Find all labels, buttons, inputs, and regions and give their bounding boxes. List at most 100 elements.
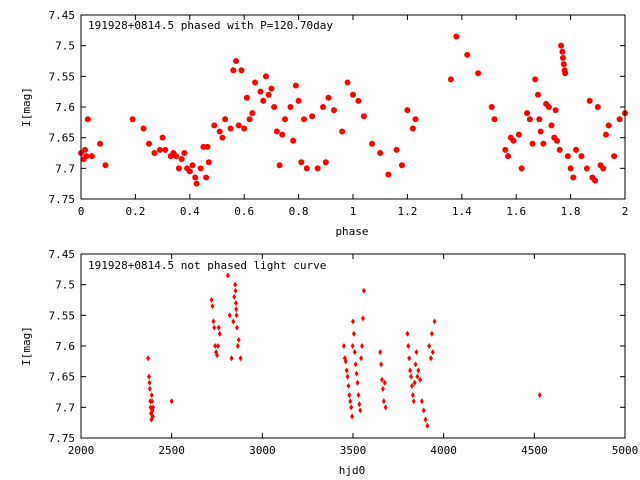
- unphased-y-tick-label: 7.5: [55, 279, 75, 292]
- phased-data-point: [393, 146, 400, 153]
- phased-data-point: [385, 171, 392, 178]
- phased-data-point: [292, 82, 299, 89]
- phased-data-point: [556, 146, 563, 153]
- unphased-data-point: [348, 398, 353, 405]
- phased-data-point: [524, 110, 531, 117]
- phased-data-point: [178, 156, 185, 163]
- unphased-data-point: [415, 373, 420, 380]
- unphased-data-point: [353, 361, 358, 368]
- phased-data-point: [298, 159, 305, 166]
- unphased-plot-title: 191928+0814.5 not phased light curve: [88, 259, 326, 272]
- phased-data-point: [570, 174, 577, 181]
- unphased-data-point: [383, 404, 388, 411]
- unphased-data-point: [381, 398, 386, 405]
- phased-data-point: [173, 153, 180, 160]
- phased-data-point: [510, 137, 517, 144]
- unphased-data-point: [428, 355, 433, 362]
- phased-x-tick-label: 2: [622, 205, 629, 218]
- unphased-y-tick-label: 7.75: [49, 432, 76, 445]
- phased-data-point: [573, 146, 580, 153]
- phased-data-point: [303, 165, 310, 172]
- phased-data-point: [156, 146, 163, 153]
- phased-data-point: [586, 97, 593, 104]
- phased-x-tick-label: 0: [78, 205, 85, 218]
- unphased-x-tick-label: 3000: [249, 444, 276, 457]
- phased-data-point: [532, 76, 539, 83]
- unphased-data-point: [351, 330, 356, 337]
- phased-data-point: [325, 94, 332, 101]
- unphased-data-point: [147, 373, 151, 380]
- phased-data-point: [193, 180, 200, 187]
- phased-data-point: [175, 165, 182, 172]
- unphased-x-tick-label: 3500: [340, 444, 367, 457]
- phased-data-point: [181, 150, 188, 156]
- phased-data-point: [377, 150, 384, 156]
- unphased-data-point: [236, 336, 241, 343]
- unphased-data-point: [231, 318, 236, 325]
- phased-data-point: [320, 104, 327, 110]
- phased-data-point: [159, 134, 166, 141]
- phased-data-point: [290, 137, 297, 144]
- phased-x-tick-label: 0.4: [180, 205, 200, 218]
- unphased-data-point: [407, 355, 412, 362]
- phased-data-point: [536, 116, 543, 123]
- unphased-data-point: [425, 422, 430, 429]
- unphased-data-point: [380, 385, 385, 392]
- phased-data-point: [475, 70, 482, 77]
- phased-data-point: [203, 174, 210, 181]
- phased-data-point: [241, 125, 248, 132]
- phased-data-point: [222, 116, 229, 123]
- phased-data-point: [129, 116, 136, 123]
- phased-data-point: [552, 107, 559, 114]
- phased-light-curve-panel: 191928+0814.5 phased with P=120.70day ph…: [20, 9, 628, 238]
- phased-data-point: [518, 165, 525, 172]
- unphased-data-point: [225, 272, 230, 279]
- phased-x-tick-label: 1: [350, 205, 357, 218]
- phased-data-point: [583, 165, 590, 172]
- unphased-plot-frame: [80, 253, 626, 439]
- phased-plot-title: 191928+0814.5 phased with P=120.70day: [88, 19, 333, 32]
- unphased-data-point: [418, 376, 423, 383]
- unphased-data-point: [355, 379, 360, 386]
- unphased-data-point: [419, 398, 424, 405]
- phased-data-point: [611, 153, 618, 160]
- phased-data-point: [205, 159, 212, 166]
- unphased-data-point: [347, 392, 352, 399]
- unphased-data-point: [354, 370, 359, 377]
- unphased-data-point: [232, 293, 237, 300]
- unphased-data-point: [212, 324, 217, 331]
- unphased-data-point: [146, 355, 151, 362]
- phased-data-point: [537, 128, 544, 135]
- unphased-data-point: [215, 343, 220, 349]
- unphased-data-point: [233, 300, 238, 307]
- unphased-data-point: [361, 287, 366, 294]
- unphased-data-point: [359, 355, 364, 362]
- unphased-data-point: [421, 407, 426, 414]
- phased-data-point: [227, 125, 234, 132]
- unphased-data-point: [360, 343, 365, 349]
- phased-data-point: [488, 104, 495, 110]
- unphased-data-point: [149, 392, 154, 399]
- phased-data-point: [97, 140, 104, 147]
- phased-data-point: [562, 70, 569, 77]
- unphased-data-point: [150, 398, 155, 405]
- unphased-x-tick-label: 4000: [430, 444, 457, 457]
- unphased-data-point: [346, 382, 351, 389]
- phased-data-point: [249, 110, 256, 117]
- unphased-data-point: [349, 404, 354, 411]
- phased-data-point: [219, 134, 226, 141]
- unphased-data-point: [150, 413, 155, 420]
- phased-data-point: [600, 165, 607, 172]
- unphased-data-point: [412, 379, 417, 386]
- unphased-x-axis-label: hjd0: [339, 464, 366, 477]
- phased-data-point: [594, 104, 601, 110]
- phased-data-point: [534, 91, 541, 98]
- unphased-data-point: [430, 349, 435, 356]
- phased-data-point: [84, 116, 91, 123]
- unphased-data-point: [356, 392, 361, 399]
- phased-data-point: [330, 107, 337, 114]
- unphased-y-tick-label: 7.45: [49, 248, 76, 261]
- unphased-data-point: [414, 349, 419, 356]
- phased-data-point: [398, 162, 405, 169]
